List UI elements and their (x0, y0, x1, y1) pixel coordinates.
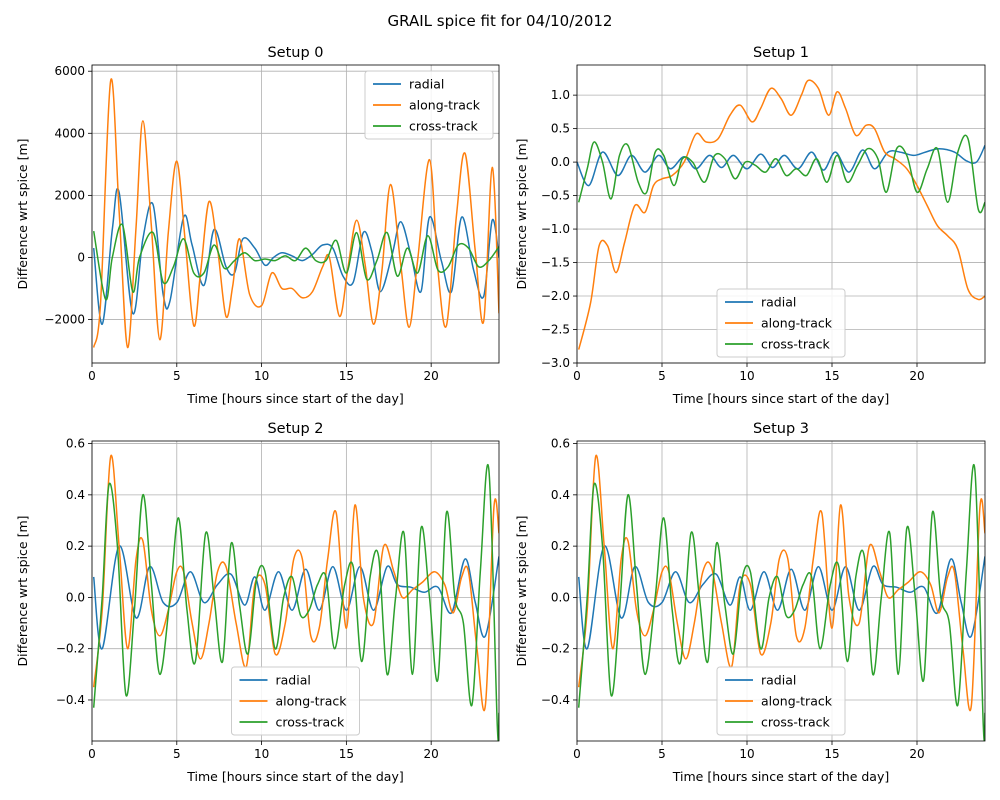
x-tick-label: 5 (173, 747, 181, 761)
y-tick-label: −2000 (44, 313, 85, 327)
y-tick-label: −0.4 (541, 693, 570, 707)
legend: radial along-track cross-track (231, 666, 360, 736)
y-tick-label: 0.2 (551, 539, 570, 553)
y-tick-label: 0.6 (551, 437, 570, 451)
chart-setup-2: 0 5 10 15 20 −0.4 −0.2 0.0 0.2 0.4 0.6 Setup 2 Time … (15, 421, 500, 784)
x-tick-label: 0 (573, 369, 581, 383)
legend-label-along-track: along-track (761, 316, 833, 331)
legend-box (716, 288, 846, 358)
x-tick-label: 15 (339, 369, 354, 383)
series-line-radial (92, 188, 499, 325)
x-tick-label: 20 (424, 747, 439, 761)
y-axis-label: Difference wrt spice [m] (15, 138, 30, 289)
y-tick-label: −0.5 (541, 189, 570, 203)
series-line-cross-track (577, 134, 985, 214)
series-line-along-track (577, 79, 985, 350)
x-tick-label: 20 (424, 369, 439, 383)
chart-setup-0: 0 5 10 15 20 −2000 0 2000 4000 6000 Setup 0 Time [h… (15, 45, 500, 406)
chart-title: Setup 0 (267, 45, 323, 61)
legend-label-along-track: along-track (761, 694, 833, 709)
x-tick-label: 15 (824, 369, 839, 383)
series-line-cross-track (92, 223, 499, 301)
y-tick-label: −0.2 (541, 642, 570, 656)
y-tick-label: 0.4 (551, 488, 570, 502)
y-tick-label: 0.5 (551, 122, 570, 136)
legend-label-along-track: along-track (409, 98, 481, 113)
y-tick-label: 6000 (54, 64, 85, 78)
legend-label-cross-track: cross-track (409, 119, 478, 134)
legend-label-radial: radial (276, 673, 311, 688)
x-tick-label: 5 (658, 369, 666, 383)
y-tick-label: 2000 (54, 188, 85, 202)
legend-label-radial: radial (761, 673, 796, 688)
y-tick-label: 0 (77, 250, 85, 264)
legend-box (231, 666, 360, 736)
y-tick-label: −0.4 (56, 693, 85, 707)
y-tick-label: 0.0 (551, 155, 570, 169)
legend-label-cross-track: cross-track (761, 715, 830, 730)
y-tick-label: 0.2 (66, 539, 85, 553)
y-tick-label: 0.6 (66, 437, 85, 451)
y-axis-label: Difference wrt spice [m] (15, 515, 30, 666)
chart-setup-1: 0 5 10 15 20 −3.0 −2.5 −2.0 −1.5 −1.0 −0.5 0.0 0.5 1.… (514, 45, 986, 406)
x-tick-label: 20 (909, 747, 924, 761)
axes-frame (576, 440, 986, 742)
x-tick-label: 20 (909, 369, 924, 383)
series-line-radial (577, 145, 985, 187)
x-axis-label: Time [hours since start of the day] (672, 769, 889, 784)
legend-label-cross-track: cross-track (761, 337, 830, 352)
x-axis-label: Time [hours since start of the day] (186, 391, 403, 406)
x-axis-label: Time [hours since start of the day] (186, 769, 403, 784)
figure-title: GRAIL spice fit for 04/10/2012 (387, 12, 613, 30)
chart-title: Setup 1 (753, 45, 809, 61)
x-axis-label: Time [hours since start of the day] (672, 391, 889, 406)
y-tick-label: 1.0 (551, 88, 570, 102)
legend-label-along-track: along-track (276, 694, 348, 709)
x-tick-label: 5 (658, 747, 666, 761)
y-tick-label: −2.0 (541, 289, 570, 303)
series-line-along-track (577, 454, 985, 712)
legend-label-radial: radial (409, 77, 444, 92)
y-tick-label: −2.5 (541, 323, 570, 337)
y-tick-label: −3.0 (541, 356, 570, 370)
series-line-cross-track (92, 464, 499, 741)
x-tick-label: 5 (173, 369, 181, 383)
axes-frame (91, 440, 500, 742)
chart-title: Setup 3 (753, 421, 809, 437)
axes-frame (576, 64, 986, 364)
y-axis-label: Difference wrt spice [m] (514, 515, 529, 666)
x-tick-label: 15 (339, 747, 354, 761)
x-tick-label: 15 (824, 747, 839, 761)
legend-label-cross-track: cross-track (276, 715, 345, 730)
y-tick-label: 4000 (54, 126, 85, 140)
y-tick-label: 0.4 (66, 488, 85, 502)
series-line-along-track (92, 454, 499, 712)
x-tick-label: 10 (254, 369, 269, 383)
series-line-cross-track (577, 464, 985, 741)
y-tick-label: 0.0 (551, 590, 570, 604)
chart-title: Setup 2 (267, 421, 323, 437)
legend-box (364, 70, 494, 140)
y-tick-label: −1.5 (541, 256, 570, 270)
y-axis-label: Difference wrt spice [m] (514, 138, 529, 289)
x-tick-label: 0 (88, 747, 96, 761)
x-tick-label: 0 (88, 369, 96, 383)
legend: radial along-track cross-track (716, 666, 846, 736)
legend-label-radial: radial (761, 295, 796, 310)
axes-frame (91, 64, 500, 364)
y-tick-label: 0.0 (66, 590, 85, 604)
series-line-radial (577, 545, 985, 650)
legend-box (716, 666, 846, 736)
x-tick-label: 0 (573, 747, 581, 761)
y-tick-label: −1.0 (541, 222, 570, 236)
legend: radial along-track cross-track (364, 70, 494, 140)
y-tick-label: −0.2 (56, 642, 85, 656)
legend: radial along-track cross-track (716, 288, 846, 358)
chart-setup-3: 0 5 10 15 20 −0.4 −0.2 0.0 0.2 0.4 0.6 Setup 3 Time … (514, 421, 986, 784)
x-tick-label: 10 (739, 369, 754, 383)
series-line-radial (92, 545, 499, 650)
x-tick-label: 10 (254, 747, 269, 761)
x-tick-label: 10 (739, 747, 754, 761)
